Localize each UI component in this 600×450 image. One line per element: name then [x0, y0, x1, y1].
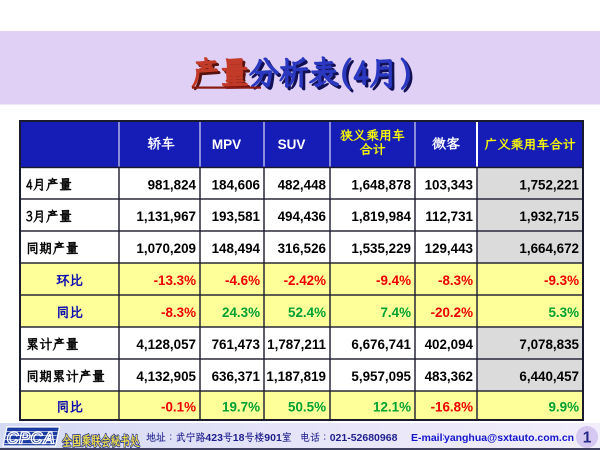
svg-text:1,752,221: 1,752,221	[519, 177, 579, 192]
svg-text:193,581: 193,581	[212, 209, 261, 224]
svg-text:1,664,672: 1,664,672	[519, 241, 579, 256]
svg-text:CPCA: CPCA	[7, 430, 56, 448]
svg-text:50.5%: 50.5%	[288, 400, 326, 415]
svg-text:1: 1	[583, 430, 592, 447]
svg-text:6,440,457: 6,440,457	[519, 369, 579, 384]
svg-text:482,448: 482,448	[278, 177, 327, 192]
svg-text:7,078,835: 7,078,835	[519, 337, 579, 352]
svg-text:-4.6%: -4.6%	[225, 273, 260, 288]
svg-text:316,526: 316,526	[278, 241, 326, 256]
svg-text:-2.42%: -2.42%	[284, 273, 327, 288]
svg-text:18: 18	[233, 432, 245, 444]
svg-text:1,535,229: 1,535,229	[351, 241, 411, 256]
svg-text:1,131,967: 1,131,967	[136, 209, 196, 224]
svg-text:SUV: SUV	[278, 137, 306, 152]
svg-text:981,824: 981,824	[148, 177, 197, 192]
svg-text:1,070,209: 1,070,209	[136, 241, 196, 256]
svg-text:1,787,211: 1,787,211	[267, 337, 326, 352]
svg-text:103,343: 103,343	[425, 177, 473, 192]
svg-text:-9.3%: -9.3%	[544, 273, 579, 288]
svg-text:1,648,878: 1,648,878	[351, 177, 411, 192]
svg-text:494,436: 494,436	[278, 209, 326, 224]
svg-text:761,473: 761,473	[212, 337, 260, 352]
svg-text:7.4%: 7.4%	[380, 305, 411, 320]
svg-text:52.4%: 52.4%	[288, 305, 326, 320]
svg-text:112,731: 112,731	[425, 209, 473, 224]
svg-text:5,957,095: 5,957,095	[351, 369, 411, 384]
svg-text:19.7%: 19.7%	[222, 400, 260, 415]
svg-text:402,094: 402,094	[425, 337, 474, 352]
svg-text:-8.3%: -8.3%	[161, 305, 196, 320]
svg-text:yanghua@sxtauto.com.cn: yanghua@sxtauto.com.cn	[444, 433, 574, 444]
svg-text:9.9%: 9.9%	[548, 400, 579, 415]
svg-text:24.3%: 24.3%	[222, 305, 260, 320]
svg-text:-13.3%: -13.3%	[154, 273, 197, 288]
svg-text:1,932,715: 1,932,715	[519, 209, 579, 224]
svg-text:-20.2%: -20.2%	[431, 305, 474, 320]
svg-text:E-mail: E-mail	[411, 432, 443, 444]
svg-text:-8.3%: -8.3%	[438, 273, 473, 288]
svg-text:-0.1%: -0.1%	[161, 400, 196, 415]
svg-text:1,187,819: 1,187,819	[266, 369, 326, 384]
svg-text:129,443: 129,443	[425, 241, 473, 256]
svg-text:-16.8%: -16.8%	[431, 400, 474, 415]
svg-text:1,819,984: 1,819,984	[351, 209, 411, 224]
svg-text:4,132,905: 4,132,905	[136, 369, 196, 384]
svg-text:12.1%: 12.1%	[373, 400, 411, 415]
svg-text:636,371: 636,371	[212, 369, 261, 384]
svg-text:4,128,057: 4,128,057	[136, 337, 196, 352]
svg-text:021-52680968: 021-52680968	[330, 432, 398, 444]
svg-text:6,676,741: 6,676,741	[351, 337, 411, 352]
svg-text:901: 901	[264, 432, 282, 444]
svg-text:MPV: MPV	[212, 137, 241, 152]
svg-text:5.3%: 5.3%	[548, 305, 579, 320]
svg-text:-9.4%: -9.4%	[376, 273, 411, 288]
svg-text:184,606: 184,606	[212, 177, 260, 192]
svg-text:423: 423	[205, 432, 223, 444]
svg-text:483,362: 483,362	[425, 369, 473, 384]
svg-text:148,494: 148,494	[212, 241, 261, 256]
